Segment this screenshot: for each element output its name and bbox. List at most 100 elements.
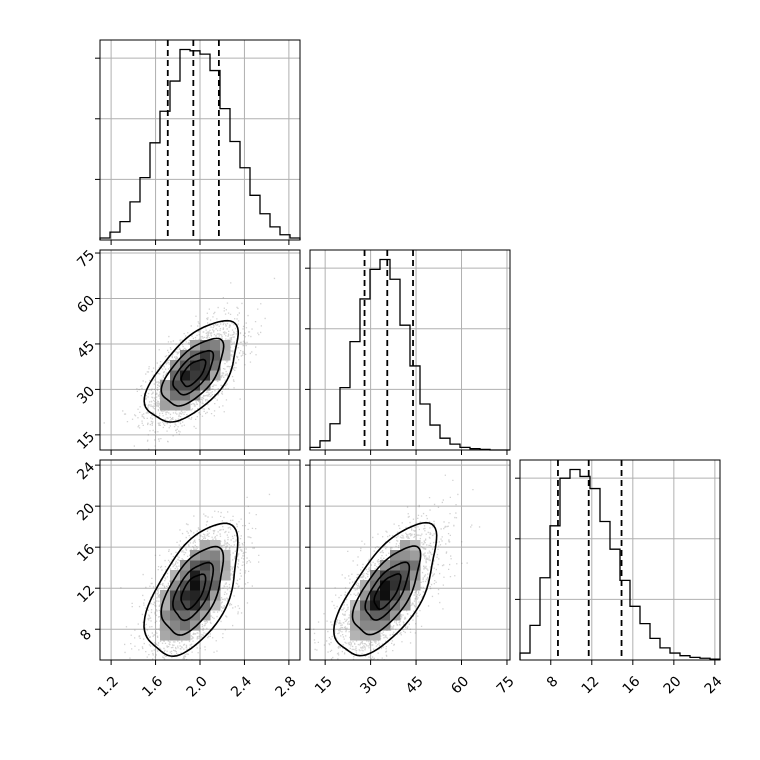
density-cell <box>410 570 421 581</box>
density-cell <box>160 390 171 401</box>
histogram-step-line <box>519 468 721 660</box>
density-cell <box>370 630 381 641</box>
density-cell <box>410 540 421 551</box>
density-cell <box>200 560 211 571</box>
x-tick-label: 75 <box>494 673 518 697</box>
density-cell <box>170 380 181 391</box>
histogram-step-line <box>99 48 301 240</box>
x-tick-label: 60 <box>448 673 472 697</box>
density-cell <box>160 620 171 631</box>
contour-line <box>332 521 438 657</box>
density-cell <box>360 590 371 601</box>
grid-layer <box>100 40 720 660</box>
density-cell <box>210 590 221 601</box>
pair-panel-content <box>119 493 271 660</box>
density-cell <box>190 360 201 371</box>
density-cell <box>170 610 181 621</box>
histogram-step-line <box>309 258 510 451</box>
density-cell <box>220 560 231 571</box>
x-tick-label: 15 <box>312 673 336 697</box>
density-cell <box>190 570 201 581</box>
density-cell <box>210 360 221 371</box>
density-cell <box>180 600 191 611</box>
contour-line <box>180 573 207 611</box>
density-cell <box>180 560 191 571</box>
contour-line <box>373 573 402 610</box>
density-cell <box>190 600 201 611</box>
density-cell <box>180 350 191 361</box>
contour-line <box>160 545 225 636</box>
contour-line <box>180 358 207 388</box>
x-tick-label: 16 <box>620 673 644 697</box>
density-cell <box>360 620 371 631</box>
y-tick-label: 60 <box>74 293 98 317</box>
density-cell <box>180 370 191 381</box>
y-tick-label: 16 <box>74 541 98 565</box>
x-tick-label: 8 <box>544 673 562 691</box>
x-tick-label: 45 <box>403 673 427 697</box>
contour-line <box>364 561 411 621</box>
density-cell <box>400 560 411 571</box>
density-cell <box>200 340 211 351</box>
density-cell <box>180 360 191 371</box>
contour-line <box>351 545 422 636</box>
density-cell <box>170 630 181 641</box>
density-cell <box>190 380 201 391</box>
density-cell <box>180 590 191 601</box>
density-cell <box>380 560 391 571</box>
density-cell <box>220 350 231 361</box>
x-tick-label: 2.4 <box>228 673 255 700</box>
density-cell <box>190 610 201 621</box>
contour-line <box>143 522 239 658</box>
x-tick-label: 2.0 <box>184 673 211 700</box>
density-cell <box>380 600 391 611</box>
y-tick-label: 12 <box>74 582 98 606</box>
density-cell <box>390 550 401 561</box>
density-cell <box>200 600 211 611</box>
density-cell <box>380 580 391 591</box>
density-cell <box>410 560 421 571</box>
density-cell <box>360 630 371 641</box>
x-tick-label: 24 <box>702 673 726 697</box>
data-layer <box>99 40 721 660</box>
contour-line <box>160 337 225 407</box>
density-cell <box>380 570 391 581</box>
density-cell <box>190 580 201 591</box>
density-cell <box>220 570 231 581</box>
density-cell <box>370 610 381 621</box>
contour-line <box>172 561 215 622</box>
density-cell <box>190 560 201 571</box>
density-cell <box>210 350 221 361</box>
density-cell <box>350 630 361 641</box>
density-cell <box>160 630 171 641</box>
x-tick-label: 2.8 <box>273 673 300 700</box>
density-cell <box>410 580 421 591</box>
density-cell <box>170 570 181 581</box>
pair-panel-content <box>313 474 481 660</box>
density-cell <box>360 610 371 621</box>
density-cell <box>350 610 361 621</box>
density-cell <box>160 610 171 621</box>
y-tick-label: 8 <box>77 627 95 645</box>
density-cell <box>180 620 191 631</box>
density-cell <box>400 550 411 561</box>
density-cell <box>200 590 211 601</box>
x-tick-label: 20 <box>661 673 685 697</box>
y-tick-label: 30 <box>74 384 98 408</box>
density-cell <box>220 550 231 561</box>
x-tick-label: 12 <box>579 673 603 697</box>
x-tick-label: 30 <box>357 673 381 697</box>
density-cell <box>220 340 231 351</box>
x-tick-label: 1.2 <box>95 673 122 700</box>
density-cell <box>210 340 221 351</box>
density-cell <box>210 560 221 571</box>
density-cell <box>380 620 391 631</box>
density-cell <box>190 620 201 631</box>
density-cell <box>410 550 421 561</box>
density-cell <box>400 540 411 551</box>
contour-line <box>172 349 215 396</box>
density-cell <box>370 620 381 631</box>
density-cell <box>160 380 171 391</box>
density-cell <box>380 590 391 601</box>
density-cell <box>400 570 411 581</box>
